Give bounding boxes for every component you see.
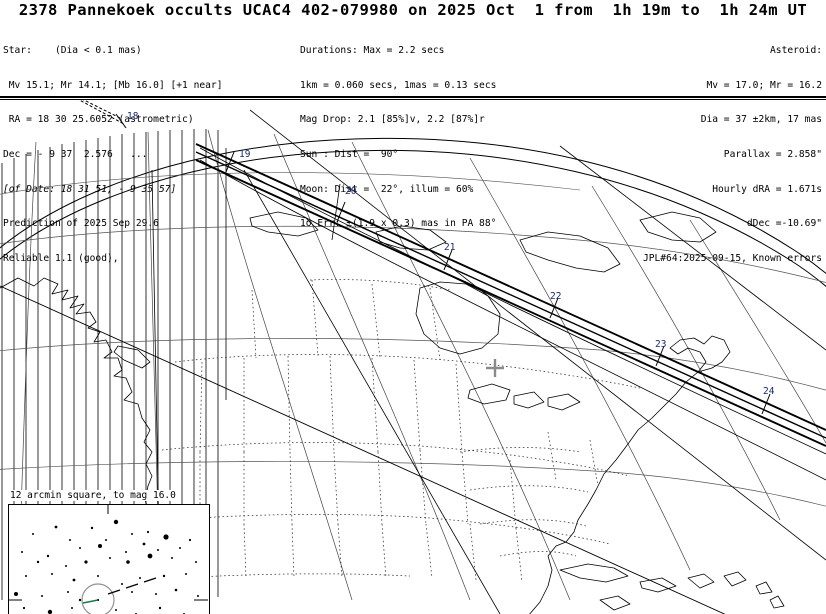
asteroid-line-2: Mv = 17.0; Mr = 16.2 xyxy=(706,79,822,91)
event-line-3: Mag Drop: 2.1 [85%]v, 2.2 [87%]r xyxy=(300,114,485,126)
star-field-inset xyxy=(8,504,210,614)
asteroid-line-3: Dia = 37 ±2km, 17 mas xyxy=(700,114,822,126)
event-line-1: Durations: Max = 2.2 secs xyxy=(300,45,445,57)
asteroid-line-7: JPL#64:2025-09-15, Known errors xyxy=(642,252,822,264)
asteroid-info-column: Asteroid: Mv = 17.0; Mr = 16.2 Dia = 37 … xyxy=(643,22,822,288)
asteroid-line-4: Parallax = 2.858" xyxy=(723,149,822,161)
time-label-19: 19 xyxy=(239,149,251,160)
time-label-20: 20 xyxy=(345,186,357,197)
map-svg xyxy=(0,100,826,614)
path-leader-18h xyxy=(78,100,127,129)
field-stars xyxy=(14,519,199,614)
header-divider-thin xyxy=(0,99,826,100)
asteroid-line-6: dDec =-10.69" xyxy=(746,218,822,230)
header-block: 2378 Pannekoek occults UCAC4 402-079980 … xyxy=(0,0,826,264)
uncertainty-lines xyxy=(151,109,826,614)
event-line-5: Moon: Dist = 22°, illum = 60% xyxy=(300,183,474,195)
asteroid-line-5: Hourly dRA = 1.671s xyxy=(712,183,822,195)
graticule-upper xyxy=(0,172,581,195)
event-line-4: Sun : Dist = 90° xyxy=(300,149,399,161)
graticule xyxy=(0,225,826,537)
asteroid-line-1: Asteroid: xyxy=(770,45,822,57)
event-line-2: 1km = 0.060 secs, 1mas = 0.13 secs xyxy=(300,79,497,91)
path-southern-limit xyxy=(195,159,826,447)
event-line-6: 1σ Err: ±(1.9 x 0.3) mas in PA 88° xyxy=(300,218,497,230)
time-label-23: 23 xyxy=(655,339,667,350)
star-line-3: RA = 18 30 25.6052 (astrometric) xyxy=(3,114,194,126)
time-label-21: 21 xyxy=(444,242,456,253)
path2-northern-limit xyxy=(0,285,726,614)
star-line-1: Star: (Dia < 0.1 mas) xyxy=(3,45,142,57)
header-divider-thick xyxy=(0,96,826,98)
path-northern-limit xyxy=(195,143,826,431)
asteroid-motion-track xyxy=(107,577,157,595)
time-tick-marks xyxy=(225,151,771,415)
star-line-2: Mv 15.1; Mr 14.1; [Mb 16.0] [+1 near] xyxy=(3,79,223,91)
path-centre-line xyxy=(195,151,826,439)
event-info-column: Durations: Max = 2.2 secs 1km = 0.060 se… xyxy=(300,22,496,253)
globe-limb xyxy=(0,137,826,288)
page-title: 2378 Pannekoek occults UCAC4 402-079980 … xyxy=(18,1,808,19)
shadow-path-lower xyxy=(0,285,726,614)
time-label-24: 24 xyxy=(763,386,775,397)
subpoint-crosshair xyxy=(486,359,504,377)
shadow-path xyxy=(195,143,826,447)
ground-track-map: 18 19 20 21 22 23 24 12 arcmin square, t… xyxy=(0,100,826,614)
time-label-22: 22 xyxy=(550,291,562,302)
meridians xyxy=(17,129,826,601)
inset-star-svg xyxy=(8,504,208,614)
motion-tick xyxy=(82,599,99,604)
target-star-circle xyxy=(81,583,115,614)
inset-caption: 12 arcmin square, to mag 16.0 xyxy=(9,490,177,501)
time-label-18: 18 xyxy=(127,111,139,122)
field-scale-ticks xyxy=(8,504,208,601)
political-boundaries xyxy=(161,279,641,583)
